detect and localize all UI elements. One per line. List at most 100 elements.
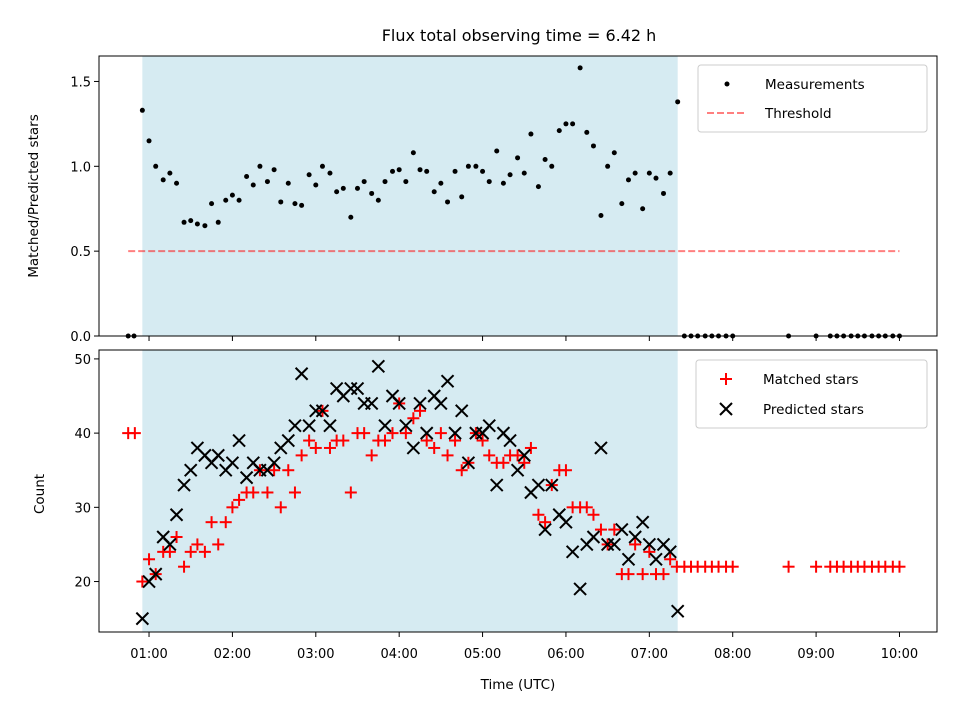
matched-star-point: [407, 412, 420, 425]
measurement-point: [229, 192, 235, 198]
x-axis-label: Time (UTC): [480, 677, 556, 693]
predicted-star-point: [559, 515, 573, 529]
measurement-point: [215, 219, 221, 225]
matched-star-point: [282, 464, 295, 477]
predicted-star-point: [642, 537, 657, 552]
x-tick-label: 09:00: [797, 647, 834, 662]
predicted-star-point: [364, 396, 379, 411]
top-axis-ticks: 0.0 0.5 1.0 1.5: [70, 75, 900, 345]
predicted-star-point: [663, 545, 677, 559]
matched-star-point: [170, 531, 183, 544]
matched-star-point: [323, 441, 336, 454]
matched-star-point: [219, 516, 232, 529]
predicted-star-point: [510, 463, 525, 477]
predicted-star-point: [378, 418, 392, 433]
matched-star-point: [636, 568, 649, 581]
matched-star-point: [455, 464, 468, 477]
matched-star-point: [309, 441, 322, 454]
predicted-star-point: [635, 515, 650, 529]
measurement-point: [188, 218, 194, 224]
measurement-point: [438, 180, 444, 186]
matched-star-point: [414, 404, 427, 417]
legend-measurements-marker: [724, 81, 730, 87]
measurement-point: [549, 163, 555, 169]
matched-star-point: [128, 427, 141, 440]
x-tick-label: 03:00: [297, 647, 334, 662]
matched-star-point: [303, 434, 316, 447]
matched-star-point: [511, 449, 524, 462]
matched-star-point: [143, 553, 156, 566]
top-plot-frame: [98, 55, 938, 337]
predicted-star-point: [399, 418, 413, 433]
top-legend: Measurements Threshold: [697, 64, 928, 133]
measurement-point: [319, 163, 325, 169]
top-y-axis-label: Matched/Predicted stars: [26, 114, 42, 277]
matched-star-point: [365, 449, 378, 462]
bottom-y-axis-label: Count: [32, 474, 48, 514]
top-y-tick-label: 1.0: [70, 160, 91, 175]
measurement-point: [278, 199, 284, 205]
measurement-point: [515, 155, 521, 161]
measurement-point: [563, 121, 569, 127]
matched-star-point: [449, 434, 462, 447]
measurement-point: [271, 167, 277, 173]
predicted-star-point: [148, 567, 163, 581]
x-tick-label: 04:00: [380, 647, 417, 662]
measurement-point: [396, 167, 402, 173]
measurement-point: [473, 163, 479, 169]
observing-interval-shade-top: [142, 56, 678, 336]
measurement-point: [375, 197, 381, 203]
predicted-star-point: [490, 478, 504, 492]
predicted-star-point: [565, 545, 580, 559]
legend-threshold-label: Threshold: [764, 106, 832, 122]
matched-star-point: [379, 434, 392, 447]
matched-star-point: [184, 545, 197, 558]
matched-star-point: [428, 441, 441, 454]
top-panel: 0.0 0.5 1.0 1.5 Matched/Predicted stars Mea…: [26, 55, 938, 345]
measurement-point: [390, 168, 396, 174]
measurement-point: [264, 179, 270, 185]
matched-star-point: [580, 501, 593, 514]
measurement-point: [605, 163, 611, 169]
predicted-star-point: [461, 456, 476, 470]
top-y-tick-label: 0.0: [70, 330, 91, 345]
x-tick-label: 02:00: [214, 647, 251, 662]
matched-star-point: [782, 560, 795, 573]
bottom-y-tick-label: 30: [74, 501, 91, 516]
matched-star-point: [226, 501, 239, 514]
measurement-point: [598, 213, 604, 219]
matched-star-point: [524, 441, 537, 454]
x-tick-label: 05:00: [464, 647, 501, 662]
measurement-point: [292, 201, 298, 207]
matched-star-point: [664, 553, 677, 566]
predicted-star-point: [302, 418, 316, 433]
measurement-point: [542, 157, 548, 163]
predicted-star-point: [503, 433, 517, 448]
measurement-point: [285, 180, 291, 186]
matched-star-point: [559, 464, 572, 477]
predicted-star-point: [628, 530, 642, 544]
predicted-star-point: [211, 448, 225, 463]
measurement-point: [646, 170, 652, 176]
measurement-point: [452, 168, 458, 174]
matched-star-point: [497, 456, 510, 469]
measurement-point: [584, 129, 590, 135]
predicted-star-point: [184, 463, 198, 477]
measurement-point: [486, 179, 492, 185]
matched-star-point: [483, 449, 496, 462]
matched-star-point: [247, 486, 260, 499]
legend-matched-label: Matched stars: [763, 372, 859, 388]
matched-star-point: [136, 575, 149, 588]
measurement-point: [250, 182, 256, 188]
predicted-star-point: [135, 611, 150, 626]
measurement-point: [675, 99, 681, 105]
matched-star-point: [163, 545, 176, 558]
measurement-point: [619, 201, 625, 207]
bottom-y-tick-label: 40: [74, 427, 91, 442]
predicted-star-point: [163, 537, 177, 552]
predicted-star-point: [545, 478, 559, 492]
matched-star-point: [198, 545, 211, 558]
matched-star-point: [212, 538, 225, 551]
predicted-star-point: [607, 537, 622, 552]
predicted-star-point: [323, 418, 337, 433]
